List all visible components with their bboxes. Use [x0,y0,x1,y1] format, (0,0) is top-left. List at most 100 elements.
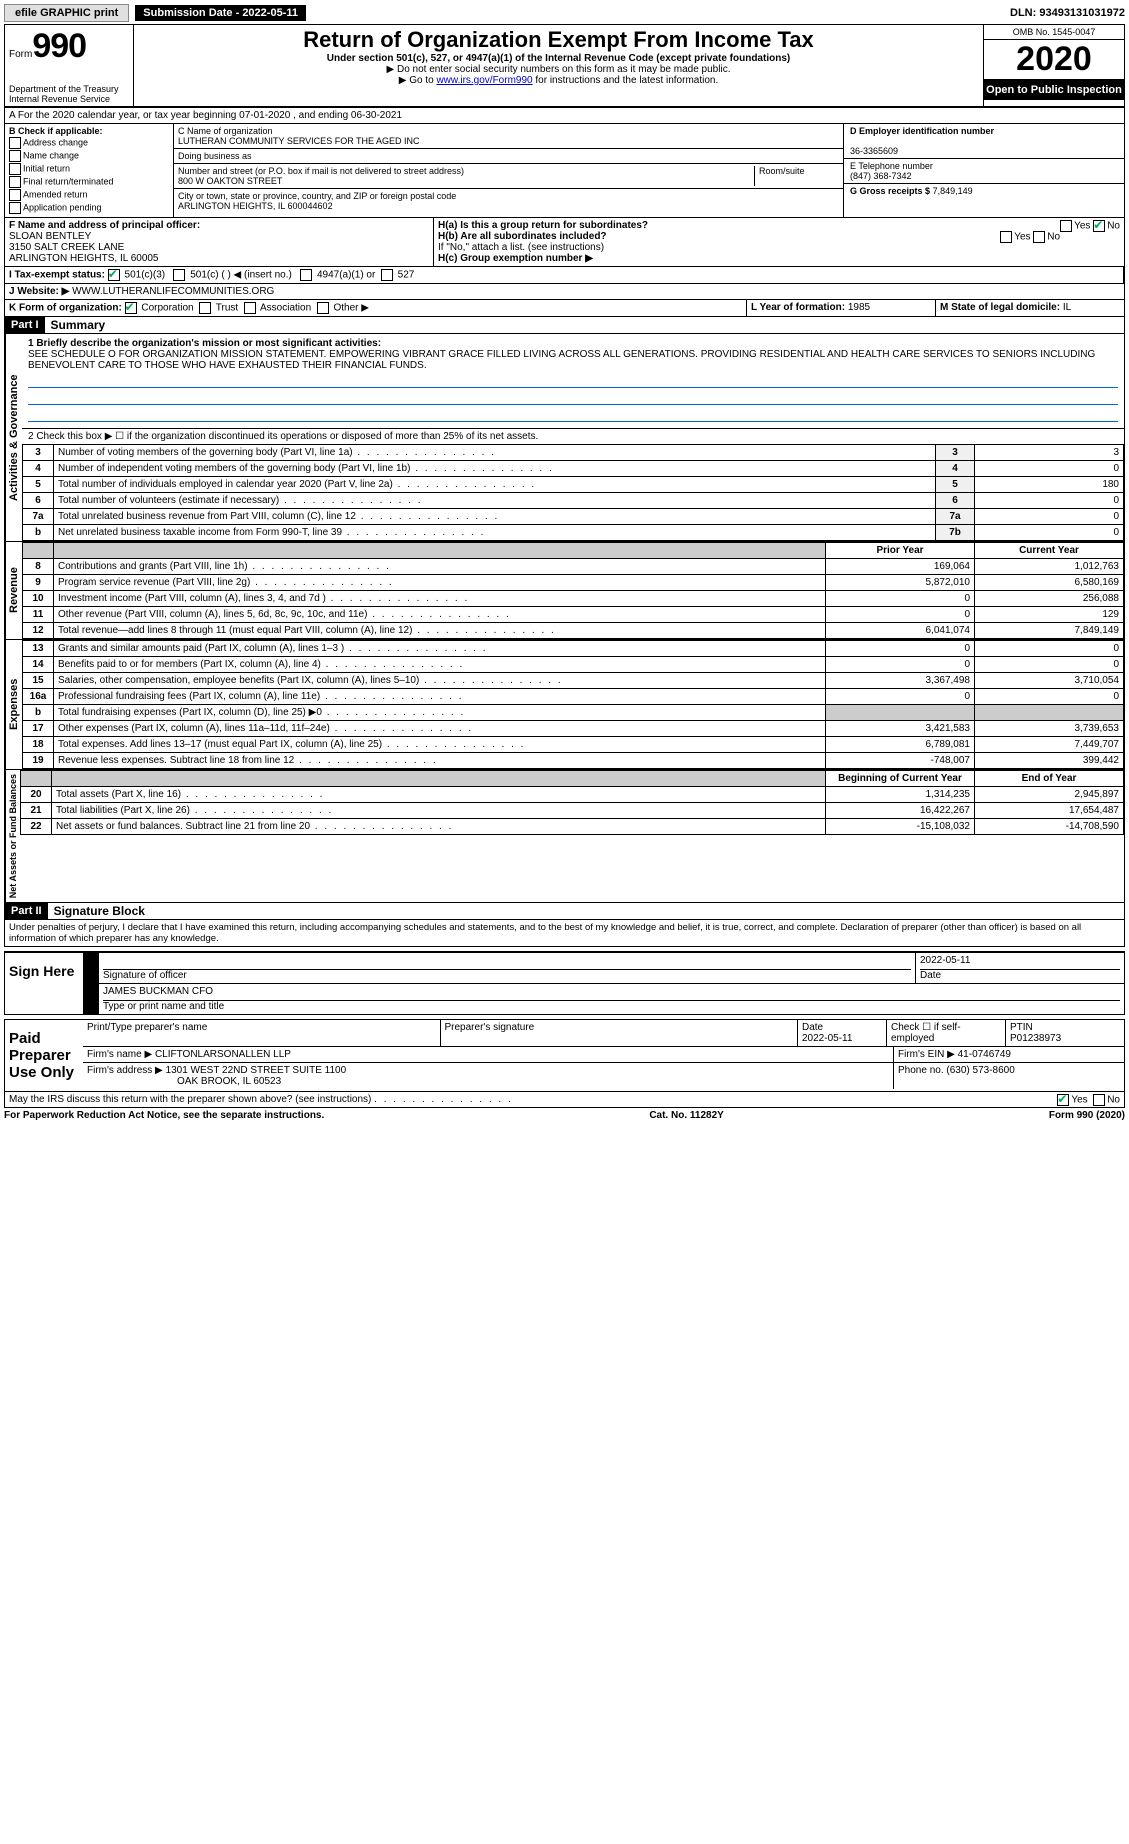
ssn-note: ▶ Do not enter social security numbers o… [140,64,977,75]
vtab-governance: Activities & Governance [5,334,22,541]
top-bar: efile GRAPHIC print Submission Date - 20… [4,4,1125,22]
year-formation-value: 1985 [848,302,870,313]
chk-application-pending[interactable]: Application pending [9,202,169,214]
firm-name: CLIFTONLARSONALLEN LLP [155,1049,291,1060]
chk-amended-return[interactable]: Amended return [9,189,169,201]
phone-label: E Telephone number [850,161,933,171]
hb-note: If "No," attach a list. (see instruction… [438,242,1120,253]
paperwork-notice: For Paperwork Reduction Act Notice, see … [4,1110,324,1121]
firm-addr-label: Firm's address ▶ [87,1065,163,1076]
ha-label: H(a) Is this a group return for subordin… [438,220,648,231]
chk-final-return[interactable]: Final return/terminated [9,176,169,188]
page-footer: For Paperwork Reduction Act Notice, see … [4,1110,1125,1121]
dept-treasury: Department of the Treasury Internal Reve… [9,84,129,104]
sig-arrow-icon [83,984,99,1014]
tax-year: 2020 [984,39,1124,80]
ein-label: D Employer identification number [850,126,994,136]
officer-typed-name: JAMES BUCKMAN CFO [103,986,1120,1001]
table-row: 9Program service revenue (Part VIII, lin… [23,575,1124,591]
table-row: 22Net assets or fund balances. Subtract … [21,819,1124,835]
chk-other[interactable] [317,302,329,314]
table-row: 5Total number of individuals employed in… [23,477,1124,493]
chk-address-change[interactable]: Address change [9,137,169,149]
table-row: bTotal fundraising expenses (Part IX, co… [23,705,1124,721]
form-subtitle: Under section 501(c), 527, or 4947(a)(1)… [140,53,977,64]
paid-preparer-label: Paid Preparer Use Only [5,1020,83,1091]
efile-print-button[interactable]: efile GRAPHIC print [4,4,129,22]
street-value: 800 W OAKTON STREET [178,176,754,186]
chk-trust[interactable] [199,302,211,314]
form-word: Form [9,49,32,60]
officer-signature-field[interactable] [103,955,911,970]
date-label: Date [920,970,941,981]
org-name-label: C Name of organization [178,126,839,136]
open-to-public: Open to Public Inspection [984,80,1124,100]
ptin-label: PTIN [1010,1022,1033,1033]
mission-line [28,390,1118,405]
netassets-table: Beginning of Current YearEnd of Year20To… [20,770,1124,835]
table-row: bNet unrelated business taxable income f… [23,525,1124,541]
preparer-sig-label: Preparer's signature [445,1022,535,1033]
line2: 2 Check this box ▶ ☐ if the organization… [22,429,1124,444]
form-title: Return of Organization Exempt From Incom… [140,27,977,53]
chk-501c[interactable] [173,269,185,281]
omb-number: OMB No. 1545-0047 [984,25,1124,39]
chk-527[interactable] [381,269,393,281]
goto-pre: ▶ Go to [399,75,437,86]
chk-name-change[interactable]: Name change [9,150,169,162]
vtab-expenses: Expenses [5,640,22,769]
chk-501c3[interactable] [108,269,120,281]
penalties-text: Under penalties of perjury, I declare th… [4,920,1125,947]
gross-receipts-value: 7,849,149 [933,186,973,196]
table-row: 13Grants and similar amounts paid (Part … [23,641,1124,657]
hb-no[interactable] [1033,231,1045,243]
chk-corp[interactable] [125,302,137,314]
chk-4947[interactable] [300,269,312,281]
dln: DLN: 93493131031972 [1010,7,1125,19]
gross-receipts-label: G Gross receipts $ [850,186,930,196]
chk-initial-return[interactable]: Initial return [9,163,169,175]
ha-no[interactable] [1093,220,1105,232]
section-b-label: B Check if applicable: [9,126,103,136]
table-row: 18Total expenses. Add lines 13–17 (must … [23,737,1124,753]
sig-officer-label: Signature of officer [103,970,187,981]
dba-label: Doing business as [178,151,839,161]
type-name-label: Type or print name and title [103,1001,224,1012]
table-row: 16aProfessional fundraising fees (Part I… [23,689,1124,705]
discuss-yes[interactable] [1057,1094,1069,1106]
governance-table: 3Number of voting members of the governi… [22,444,1124,541]
mission-line [28,407,1118,422]
ha-yes[interactable] [1060,220,1072,232]
expenses-table: 13Grants and similar amounts paid (Part … [22,640,1124,769]
irs-link[interactable]: www.irs.gov/Form990 [436,75,532,86]
website-value: WWW.LUTHERANLIFECOMMUNITIES.ORG [72,286,274,297]
prep-date-label: Date [802,1022,823,1033]
chk-assoc[interactable] [244,302,256,314]
state-domicile-label: M State of legal domicile: [940,302,1060,313]
city-value: ARLINGTON HEIGHTS, IL 600044602 [178,201,839,211]
part1-header: Part I [5,317,45,333]
hb-label: H(b) Are all subordinates included? [438,231,607,242]
table-row: 14Benefits paid to or for members (Part … [23,657,1124,673]
firm-name-label: Firm's name ▶ [87,1049,152,1060]
officer-addr2: ARLINGTON HEIGHTS, IL 60005 [9,253,159,264]
officer-label: F Name and address of principal officer: [9,220,200,231]
ptin-value: P01238973 [1010,1033,1061,1044]
part1-title: Summary [45,318,106,332]
dots [374,1094,513,1105]
firm-phone: (630) 573-8600 [946,1065,1014,1076]
form-number: 990 [32,27,86,65]
prep-date: 2022-05-11 [802,1033,852,1044]
discuss-no[interactable] [1093,1094,1105,1106]
hb-yes[interactable] [1000,231,1012,243]
city-label: City or town, state or province, country… [178,191,839,201]
sign-here-label: Sign Here [5,953,83,1014]
discuss-label: May the IRS discuss this return with the… [9,1094,371,1105]
sign-here-block: Sign Here Signature of officer 2022-05-1… [4,951,1125,1015]
firm-addr2: OAK BROOK, IL 60523 [177,1076,281,1087]
org-name: LUTHERAN COMMUNITY SERVICES FOR THE AGED… [178,136,839,146]
submission-date: Submission Date - 2022-05-11 [135,5,306,21]
website-label: J Website: ▶ [9,286,69,297]
self-employed-check[interactable]: Check ☐ if self-employed [887,1020,1006,1046]
table-row: 7aTotal unrelated business revenue from … [23,509,1124,525]
